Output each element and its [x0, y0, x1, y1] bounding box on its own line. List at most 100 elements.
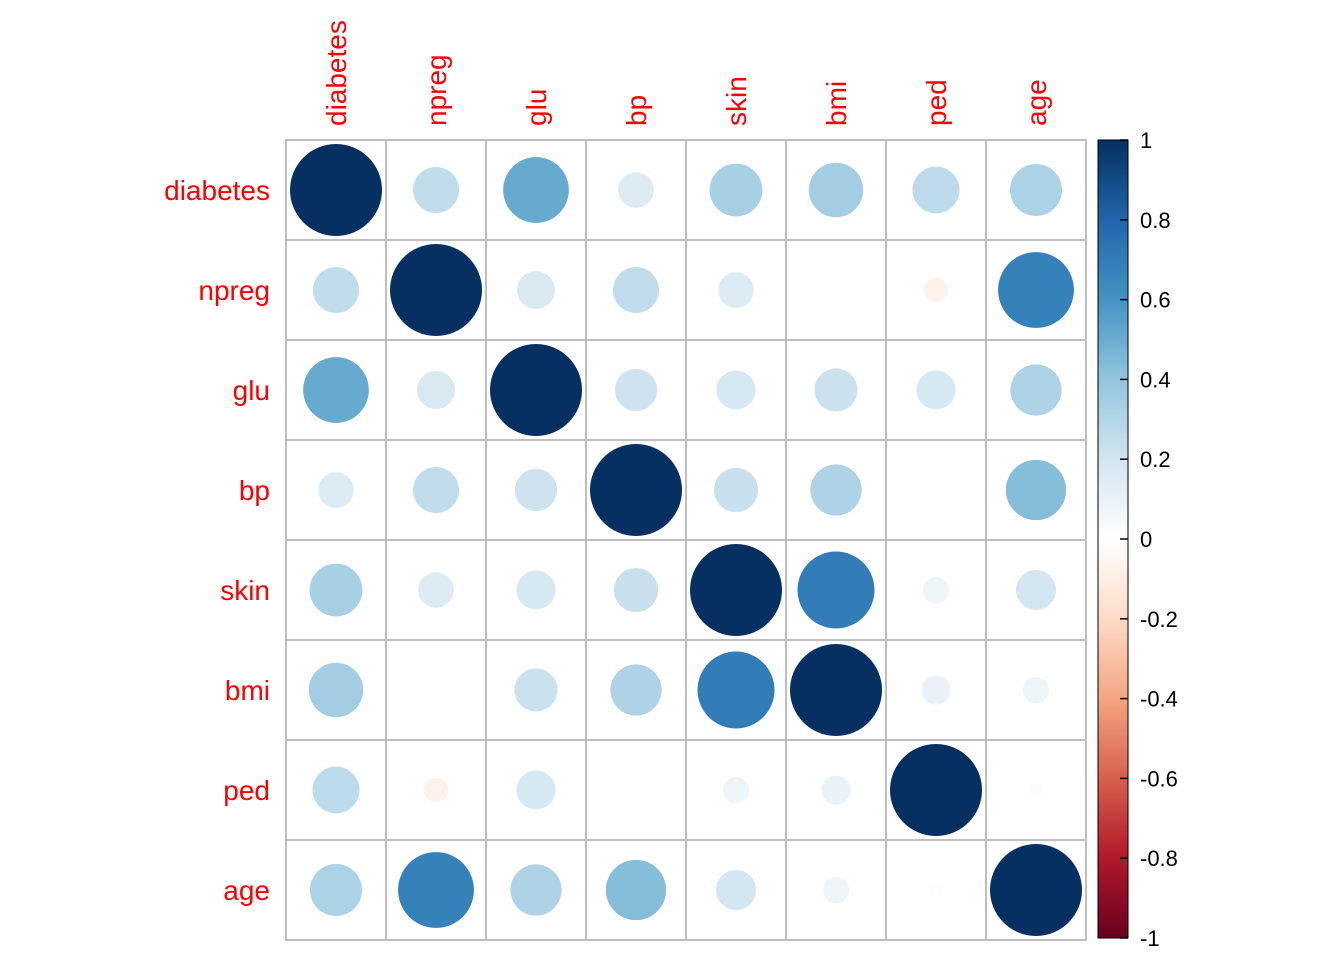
matrix-cell	[885, 439, 987, 541]
correlation-circle-diabetes-age	[1009, 163, 1063, 217]
correlation-circle-bmi-age	[1022, 676, 1050, 704]
colorbar-tick-label: 1	[1140, 128, 1152, 153]
correlation-circle-diabetes-bmi	[808, 162, 864, 218]
row-label-age: age	[223, 875, 270, 906]
correlation-circle-glu-bmi	[814, 368, 858, 412]
correlation-circle-npreg-npreg	[390, 244, 482, 336]
colorbar-tick-label: 0.2	[1140, 447, 1171, 472]
correlation-circle-ped-npreg	[423, 777, 449, 803]
correlation-circle-npreg-age	[998, 252, 1074, 328]
column-label-bmi: bmi	[821, 81, 852, 126]
correlation-circle-skin-bmi	[797, 551, 875, 629]
correlation-circle-bp-bp	[590, 444, 682, 536]
correlation-circle-glu-age	[1010, 364, 1062, 416]
correlation-circle-age-npreg	[398, 852, 474, 928]
colorbar-tick-label: 0.6	[1140, 288, 1171, 313]
correlation-circle-ped-diabetes	[312, 766, 360, 814]
correlation-circle-bp-age	[1005, 459, 1067, 521]
correlation-circle-bmi-bmi	[790, 644, 882, 736]
matrix-cell	[385, 639, 487, 741]
column-label-diabetes: diabetes	[321, 20, 352, 126]
column-label-ped: ped	[921, 79, 952, 126]
correlation-circle-age-bp	[605, 859, 667, 921]
correlation-circle-bmi-diabetes	[308, 662, 364, 718]
correlation-circle-diabetes-bp	[618, 172, 654, 208]
correlation-matrix	[285, 139, 1087, 941]
correlation-circle-npreg-bp	[613, 267, 659, 313]
correlation-circle-bp-glu	[514, 468, 558, 512]
correlation-circle-npreg-skin	[718, 272, 754, 308]
matrix-cell	[885, 339, 987, 441]
correlation-circle-bmi-glu	[514, 668, 558, 712]
row-label-skin: skin	[220, 575, 270, 606]
correlation-circle-ped-glu	[516, 770, 556, 810]
correlation-circle-diabetes-glu	[503, 157, 569, 223]
colorbar-tick-label: 0	[1140, 527, 1152, 552]
correlation-circle-diabetes-ped	[912, 166, 960, 214]
correlation-circle-npreg-glu	[517, 271, 555, 309]
colorbar-tick-label: 0.4	[1140, 367, 1171, 392]
correlation-circle-age-bmi	[822, 876, 850, 904]
matrix-cell	[885, 239, 987, 341]
column-label-npreg: npreg	[421, 54, 452, 126]
correlation-circle-ped-bmi	[821, 775, 851, 805]
color-legend: 1 0.8 0.6 0.4 0.2 0 -0.2 -0.4 -0.6 -0.8 -1	[1097, 128, 1178, 951]
colorbar-tick-label: -0.8	[1140, 846, 1178, 871]
column-label-age: age	[1021, 79, 1052, 126]
correlation-circle-diabetes-diabetes	[290, 144, 382, 236]
correlation-circle-ped-ped	[890, 744, 982, 836]
column-label-glu: glu	[521, 89, 552, 126]
row-labels: diabetes npreg glu bp skin bmi ped age	[164, 175, 270, 906]
colorbar-tick-label: -1	[1140, 926, 1160, 951]
colorbar-tick-label: -0.4	[1140, 687, 1178, 712]
correlation-circle-diabetes-skin	[709, 163, 763, 217]
column-labels: diabetes npreg glu bp skin bmi ped age	[321, 20, 1052, 126]
correlation-circle-diabetes-npreg	[413, 167, 459, 213]
correlation-circle-ped-age	[1029, 783, 1043, 797]
row-label-bp: bp	[239, 475, 270, 506]
correlation-circle-npreg-diabetes	[313, 267, 359, 313]
correlation-circle-npreg-ped	[923, 277, 949, 303]
correlation-circle-bp-diabetes	[318, 472, 354, 508]
correlation-circle-skin-bp	[613, 567, 659, 613]
row-label-bmi: bmi	[225, 675, 270, 706]
matrix-cell	[785, 239, 887, 341]
correlation-circle-age-diabetes	[309, 863, 363, 917]
correlation-circle-ped-skin	[722, 776, 750, 804]
column-label-bp: bp	[621, 95, 652, 126]
correlation-circle-glu-diabetes	[303, 357, 369, 423]
correlation-circle-age-glu	[510, 864, 562, 916]
correlation-circle-glu-bp	[614, 368, 658, 412]
colorbar-tick-label: -0.2	[1140, 607, 1178, 632]
correlation-circle-skin-skin	[690, 544, 782, 636]
correlation-circle-bmi-bp	[610, 664, 662, 716]
correlation-circle-skin-diabetes	[309, 563, 363, 617]
correlation-circle-bp-bmi	[810, 464, 862, 516]
matrix-cell	[285, 639, 387, 741]
correlation-circle-age-age	[990, 844, 1082, 936]
row-label-ped: ped	[223, 775, 270, 806]
correlation-circle-bp-npreg	[413, 467, 459, 513]
colorbar-tick-label: 0.8	[1140, 208, 1171, 233]
row-label-diabetes: diabetes	[164, 175, 270, 206]
correlation-circle-glu-skin	[716, 370, 756, 410]
correlation-circle-skin-age	[1015, 569, 1057, 611]
correlation-circle-skin-ped	[922, 576, 950, 604]
correlation-circle-bp-skin	[713, 467, 759, 513]
correlation-circle-age-skin	[715, 869, 757, 911]
correlation-circle-bmi-skin	[697, 651, 775, 729]
matrix-cell	[985, 139, 1087, 241]
row-label-npreg: npreg	[198, 275, 270, 306]
row-label-glu: glu	[233, 375, 270, 406]
correlation-circle-skin-glu	[516, 570, 556, 610]
column-label-skin: skin	[721, 76, 752, 126]
correlation-circle-bmi-ped	[921, 675, 951, 705]
correlation-circle-age-ped	[929, 883, 943, 897]
correlation-circle-glu-ped	[916, 370, 956, 410]
colorbar-tick-label: -0.6	[1140, 766, 1178, 791]
correlation-circle-skin-npreg	[418, 572, 454, 608]
correlation-circle-glu-glu	[490, 344, 582, 436]
correlation-circle-glu-npreg	[417, 371, 455, 409]
matrix-cell	[585, 739, 687, 841]
